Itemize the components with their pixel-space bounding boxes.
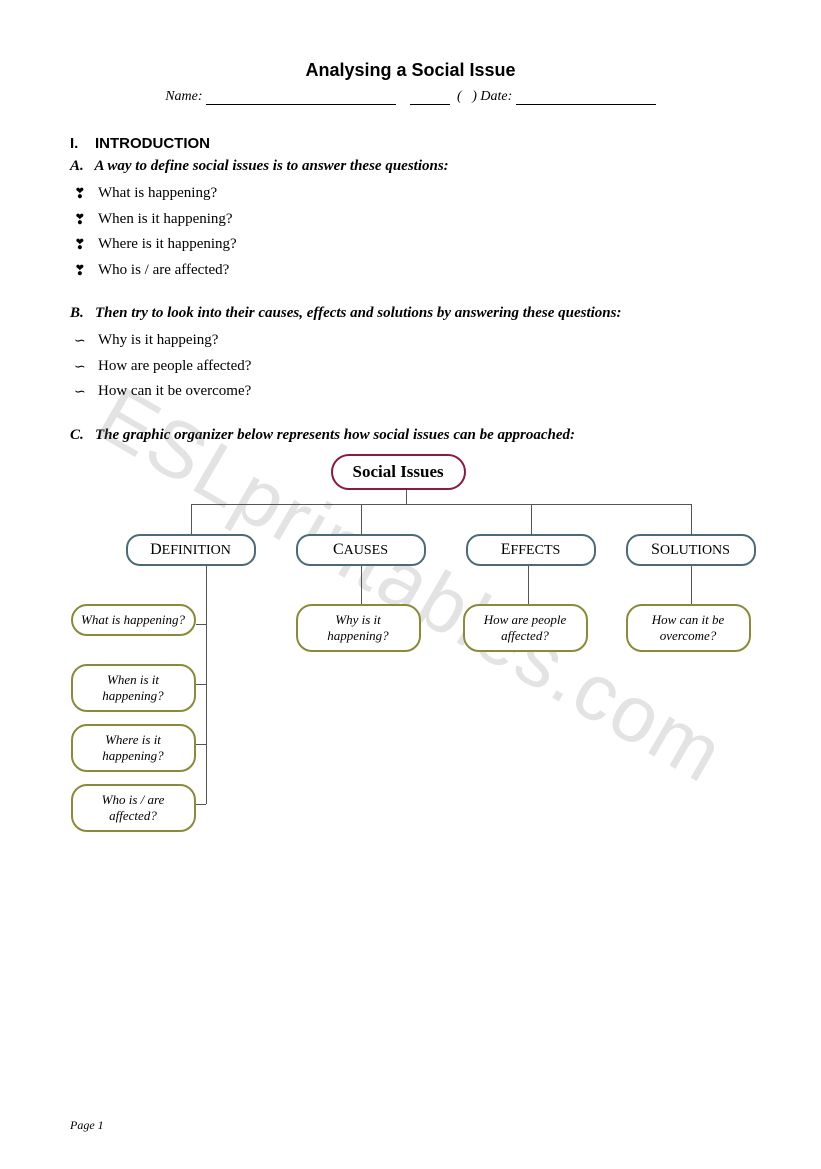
connector-line <box>361 566 362 604</box>
page-title: Analysing a Social Issue <box>70 60 751 81</box>
part-letter: C. <box>70 427 84 443</box>
connector-line <box>196 624 206 625</box>
category-node: CAUSES <box>296 534 426 566</box>
list-item-text: Who is / are affected? <box>98 262 229 278</box>
graphic-organizer: Social IssuesDEFINITIONCAUSESEFFECTSSOLU… <box>71 454 751 874</box>
question-node: Who is / are affected? <box>71 784 196 832</box>
bullet-icon: ❣ <box>74 234 86 258</box>
part-text: The graphic organizer below represents h… <box>95 427 575 443</box>
bullet-icon: ❣ <box>74 183 86 207</box>
list-item: ❣ Who is / are affected? <box>70 258 751 284</box>
connector-line <box>691 566 692 604</box>
date-label: Date: <box>480 89 512 104</box>
connector-line <box>191 504 691 505</box>
bullet-list-a: ❣ What is happening? ❣ When is it happening… <box>70 181 751 283</box>
connector-line <box>531 504 532 534</box>
header-line: Name: ( ) Date: <box>70 89 751 105</box>
question-node: How are people affected? <box>463 604 588 652</box>
question-node: When is it happening? <box>71 664 196 712</box>
page-footer: Page 1 <box>70 1118 104 1133</box>
list-item: ∽ Why is it happeing? <box>70 328 751 354</box>
bullet-list-b: ∽ Why is it happeing? ∽ How are people affe… <box>70 328 751 405</box>
connector-line <box>206 566 207 804</box>
connector-line <box>406 490 407 504</box>
list-item-text: When is it happening? <box>98 211 233 227</box>
category-node: SOLUTIONS <box>626 534 756 566</box>
connector-line <box>528 566 529 604</box>
list-item-text: How can it be overcome? <box>98 383 251 399</box>
list-item: ❣ When is it happening? <box>70 207 751 233</box>
list-item: ❣ What is happening? <box>70 181 751 207</box>
name-label: Name: <box>165 89 202 104</box>
section-title: INTRODUCTION <box>95 135 210 152</box>
category-node: EFFECTS <box>466 534 596 566</box>
list-item: ❣ Where is it happening? <box>70 232 751 258</box>
bullet-icon: ∽ <box>74 330 86 354</box>
bullet-icon: ∽ <box>74 356 86 380</box>
date-blank[interactable] <box>516 104 656 105</box>
subheading-b: B. Then try to look into their causes, e… <box>70 305 751 322</box>
list-item: ∽ How can it be overcome? <box>70 379 751 405</box>
connector-line <box>361 504 362 534</box>
section-number: I. <box>70 135 78 152</box>
subheading-a: A. A way to define social issues is to a… <box>70 158 751 175</box>
list-item: ∽ How are people affected? <box>70 354 751 380</box>
root-node: Social Issues <box>331 454 466 490</box>
connector-line <box>191 504 192 534</box>
list-item-text: Where is it happening? <box>98 236 237 252</box>
question-node: Where is it happening? <box>71 724 196 772</box>
connector-line <box>196 804 206 805</box>
question-node: Why is it happening? <box>296 604 421 652</box>
page: ESLprintables.com Analysing a Social Iss… <box>0 0 821 1169</box>
bullet-icon: ∽ <box>74 381 86 405</box>
part-text: Then try to look into their causes, effe… <box>95 305 621 321</box>
list-item-text: What is happening? <box>98 185 217 201</box>
bullet-icon: ❣ <box>74 209 86 233</box>
blank-field[interactable] <box>410 104 450 105</box>
part-letter: A. <box>70 158 84 174</box>
question-node: What is happening? <box>71 604 196 636</box>
connector-line <box>196 744 206 745</box>
list-item-text: How are people affected? <box>98 358 251 374</box>
part-text: A way to define social issues is to answ… <box>94 158 448 174</box>
bullet-icon: ❣ <box>74 260 86 284</box>
section-heading: I. INTRODUCTION <box>70 135 751 152</box>
subheading-c: C. The graphic organizer below represent… <box>70 427 751 444</box>
list-item-text: Why is it happeing? <box>98 332 218 348</box>
connector-line <box>196 684 206 685</box>
part-letter: B. <box>70 305 84 321</box>
connector-line <box>691 504 692 534</box>
category-node: DEFINITION <box>126 534 256 566</box>
name-blank[interactable] <box>206 104 396 105</box>
question-node: How can it be overcome? <box>626 604 751 652</box>
